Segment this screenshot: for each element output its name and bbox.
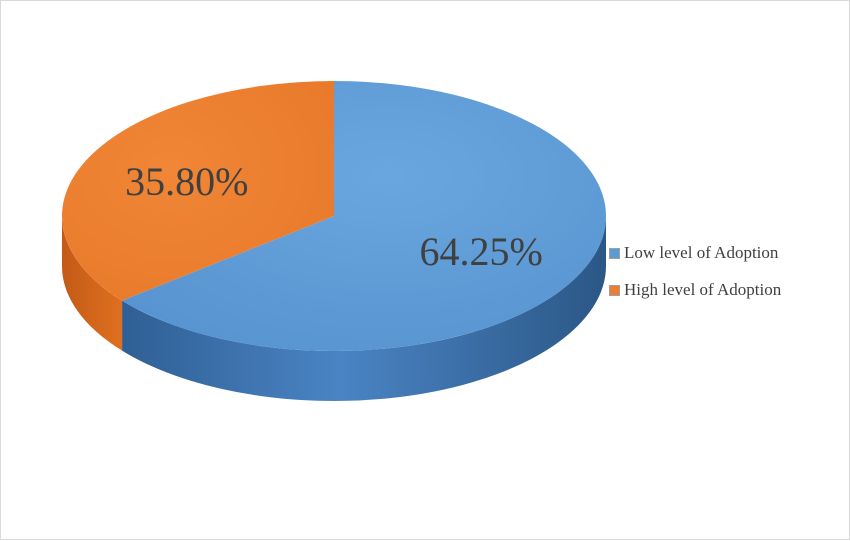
data-label-high-level-of-adoption: 35.80% bbox=[125, 159, 248, 204]
legend-label-high: High level of Adoption bbox=[624, 280, 782, 299]
pie-side-high-level-of-adoption bbox=[62, 216, 123, 351]
legend-swatch-high bbox=[609, 284, 620, 296]
pie-slice-low-level-of-adoption bbox=[122, 81, 606, 351]
legend-item-low-adoption: Low level of Adoption bbox=[609, 241, 781, 265]
legend: Low level of Adoption High level of Adop… bbox=[609, 241, 781, 315]
data-label-low-level-of-adoption: 64.25% bbox=[420, 229, 543, 274]
pie-side-low-level-of-adoption bbox=[122, 216, 606, 401]
pie-slice-high-level-of-adoption bbox=[62, 81, 335, 301]
legend-swatch-low bbox=[609, 247, 620, 259]
legend-item-high-adoption: High level of Adoption bbox=[609, 278, 781, 302]
legend-label-low: Low level of Adoption bbox=[624, 243, 779, 262]
